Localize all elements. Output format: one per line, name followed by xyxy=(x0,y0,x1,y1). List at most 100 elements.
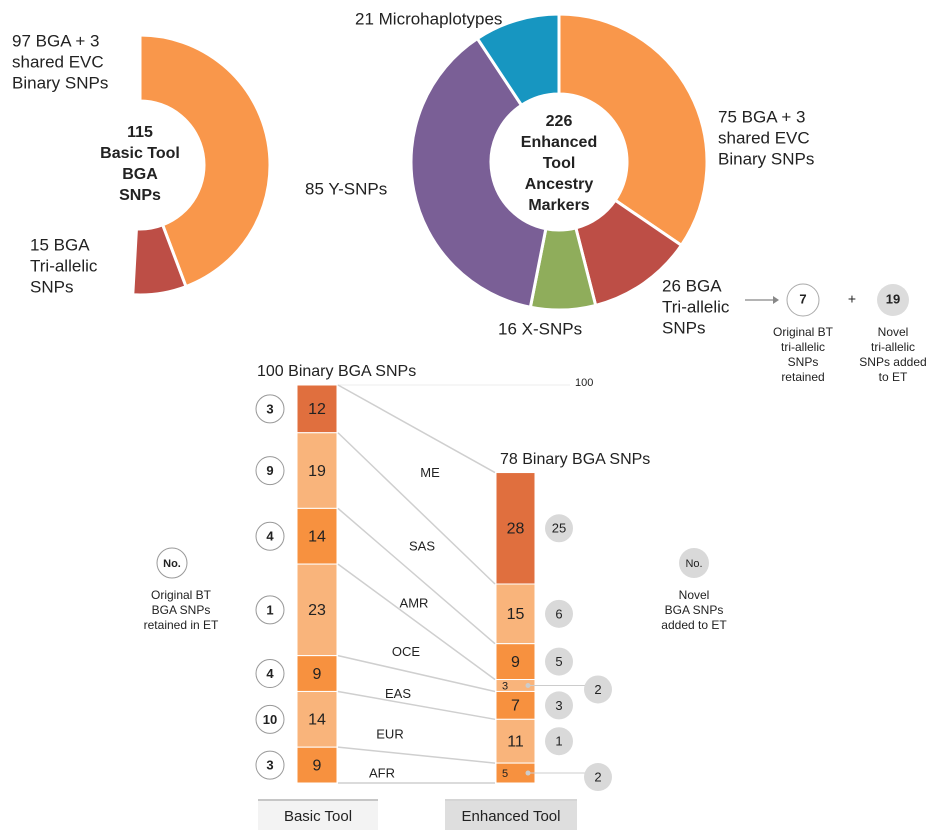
segment-label: 9 xyxy=(313,666,322,683)
donut-slice xyxy=(138,33,272,289)
region-label: AMR xyxy=(400,595,429,610)
bar-segment xyxy=(296,507,338,565)
legend-symbol-label: No. xyxy=(163,558,181,570)
count-label: 6 xyxy=(555,606,562,621)
region-label: EAS xyxy=(385,686,411,701)
center-label: BGA xyxy=(122,166,158,183)
connector xyxy=(337,746,496,764)
bar-title: 100 Binary BGA SNPs xyxy=(257,363,416,380)
center-label: Ancestry xyxy=(525,176,594,193)
tool-button[interactable]: Enhanced Tool xyxy=(445,799,577,830)
button-bg[interactable] xyxy=(445,799,577,830)
center-label: SNPs xyxy=(119,187,161,204)
count-label: 19 xyxy=(886,291,900,306)
count-label: 1 xyxy=(555,734,562,749)
slice-label: Tri-allelic xyxy=(662,297,730,316)
bar-segment xyxy=(296,746,338,784)
legend-label: retained in ET xyxy=(144,618,219,632)
breakdown-label: tri-allelic xyxy=(871,340,915,354)
slice-label: 15 BGA xyxy=(30,235,90,254)
button-label[interactable]: Enhanced Tool xyxy=(462,808,561,825)
bar-segment xyxy=(296,655,338,692)
breakdown-label: Original BT xyxy=(773,325,834,339)
breakdown-label: tri-allelic xyxy=(781,340,825,354)
breakdown-label: SNPs added xyxy=(859,355,926,369)
center-label: Basic Tool xyxy=(100,145,180,162)
count-circle xyxy=(545,691,573,720)
count-label: 3 xyxy=(555,698,562,713)
connector xyxy=(337,654,496,693)
segment-label: 3 xyxy=(502,680,508,692)
center-label: Enhanced xyxy=(521,134,597,151)
breakdown-label: SNPs xyxy=(788,355,819,369)
count-circle xyxy=(545,647,573,676)
count-label: 25 xyxy=(552,521,566,536)
count-circle xyxy=(255,521,285,551)
slice-label: 16 X-SNPs xyxy=(498,319,582,338)
count-circle xyxy=(255,394,285,424)
breakdown-label: retained xyxy=(781,370,824,384)
donut-slice xyxy=(475,12,561,108)
count-circle xyxy=(584,763,612,792)
region-label: SAS xyxy=(409,539,435,554)
count-label: 2 xyxy=(594,682,601,697)
segment-label: 9 xyxy=(511,654,520,671)
connector xyxy=(337,384,496,474)
count-label: 10 xyxy=(263,712,277,727)
bar-segment xyxy=(495,583,536,645)
connector xyxy=(337,432,496,585)
legend-label: added to ET xyxy=(661,618,727,632)
region-label: ME xyxy=(420,465,440,480)
count-circle xyxy=(877,284,909,316)
slice-label: shared EVC xyxy=(718,128,810,147)
slice-label: 21 Microhaplotypes xyxy=(355,9,502,28)
count-label: 3 xyxy=(266,758,273,773)
donut-slice xyxy=(409,36,548,309)
segment-label: 14 xyxy=(308,712,326,729)
region-label: OCE xyxy=(392,644,421,659)
center-label: Tool xyxy=(543,155,576,172)
slice-label: Binary SNPs xyxy=(718,149,814,168)
bar-segment xyxy=(495,718,536,764)
count-circle xyxy=(255,750,285,780)
breakdown-label: Novel xyxy=(878,325,909,339)
segment-label: 23 xyxy=(308,602,326,619)
slice-label: SNPs xyxy=(662,318,705,337)
segment-label: 28 xyxy=(507,520,525,537)
center-value: 226 xyxy=(546,113,573,130)
count-label: 1 xyxy=(266,602,273,617)
segment-label: 9 xyxy=(313,757,322,774)
operator: + xyxy=(848,291,856,307)
bar-segment xyxy=(296,563,338,657)
count-circle xyxy=(545,514,573,543)
connector xyxy=(337,507,496,645)
y-tick-label: 100 xyxy=(575,377,593,389)
count-label: 4 xyxy=(266,529,274,544)
count-circle xyxy=(584,675,612,704)
count-circle xyxy=(255,456,285,486)
slice-label: 97 BGA + 3 xyxy=(12,31,99,50)
tool-button[interactable]: Basic Tool xyxy=(258,799,378,830)
slice-label: SNPs xyxy=(30,277,73,296)
count-label: 2 xyxy=(594,769,601,784)
segment-label: 14 xyxy=(308,528,326,545)
segment-label: 7 xyxy=(511,698,520,715)
connector xyxy=(337,690,496,721)
count-circle xyxy=(255,659,285,689)
segment-label: 5 xyxy=(502,768,508,780)
bar-segment xyxy=(296,690,338,748)
legend-label: Original BT xyxy=(151,588,212,602)
count-label: 4 xyxy=(266,666,274,681)
connector xyxy=(337,563,496,681)
button-bg[interactable] xyxy=(258,799,378,830)
button-label[interactable]: Basic Tool xyxy=(284,808,352,825)
breakdown-label: to ET xyxy=(879,370,908,384)
count-circle xyxy=(786,283,820,317)
count-circle xyxy=(545,599,573,628)
slice-label: shared EVC xyxy=(12,52,104,71)
arrow-head xyxy=(773,296,779,304)
count-label: 9 xyxy=(266,463,273,478)
segment-label: 19 xyxy=(308,463,326,480)
legend-symbol xyxy=(679,548,709,578)
